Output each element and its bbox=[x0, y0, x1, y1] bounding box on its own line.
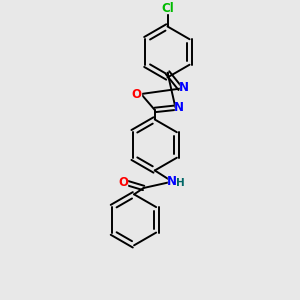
Bar bbox=[180, 82, 188, 91]
Bar bbox=[132, 90, 141, 98]
Text: O: O bbox=[118, 176, 128, 189]
Text: N: N bbox=[174, 101, 184, 114]
Text: Cl: Cl bbox=[161, 2, 174, 16]
Text: H: H bbox=[176, 178, 184, 188]
Text: N: N bbox=[179, 80, 189, 94]
Bar bbox=[118, 178, 127, 187]
Bar bbox=[175, 103, 184, 112]
Text: N: N bbox=[167, 175, 177, 188]
Bar bbox=[160, 4, 175, 14]
Text: O: O bbox=[131, 88, 141, 100]
Bar bbox=[168, 177, 177, 186]
